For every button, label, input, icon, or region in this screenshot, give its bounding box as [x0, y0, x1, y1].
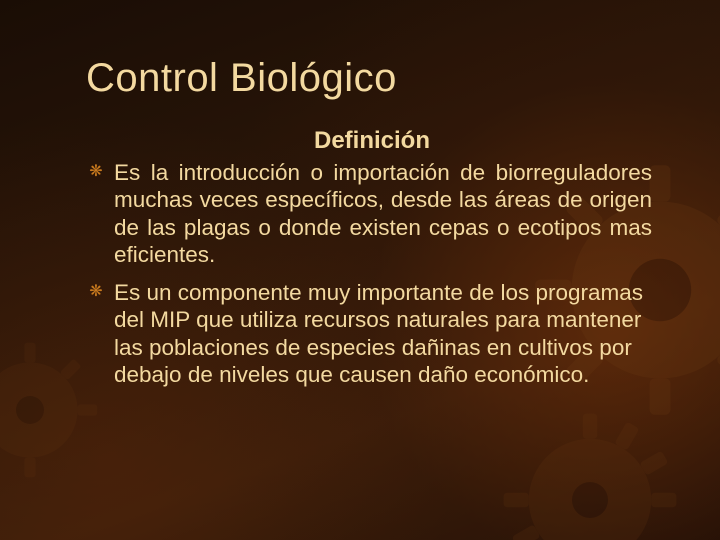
bullet-text: Es la introducción o importación de bior… — [114, 160, 652, 267]
slide-subtitle: Definición — [92, 127, 652, 155]
slide-content: Control Biológico Definición ❋ Es la int… — [0, 0, 720, 540]
bullet-item: ❋ Es un componente muy importante de los… — [92, 279, 652, 389]
bullet-mark-icon: ❋ — [88, 284, 104, 300]
bullet-mark-icon: ❋ — [88, 164, 104, 180]
bullet-list: ❋ Es la introducción o importación de bi… — [92, 159, 652, 389]
bullet-item: ❋ Es la introducción o importación de bi… — [92, 159, 652, 269]
slide-title: Control Biológico — [86, 56, 652, 101]
bullet-text: Es un componente muy importante de los p… — [114, 280, 643, 387]
